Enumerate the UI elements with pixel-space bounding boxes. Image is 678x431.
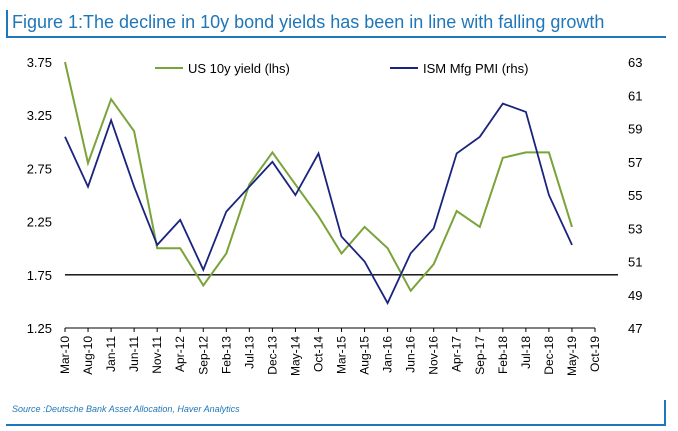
x-tick-label: Apr-17 xyxy=(450,336,464,372)
left-axis: 3.75 3.25 2.75 2.25 1.75 1.25 xyxy=(27,55,52,336)
x-tick-label: Aug-15 xyxy=(358,336,372,375)
x-tick-label: Oct-14 xyxy=(311,336,325,372)
x-tick-label: Jul-13 xyxy=(242,336,256,369)
left-tick-label: 3.75 xyxy=(27,55,52,70)
x-tick-label: Sep-17 xyxy=(473,336,487,375)
left-tick-label: 1.75 xyxy=(27,268,52,283)
x-tick-label: Jul-18 xyxy=(519,336,533,369)
x-tick-label: Nov-16 xyxy=(427,336,441,375)
left-tick-label: 2.75 xyxy=(27,161,52,176)
x-tick-label: Sep-12 xyxy=(196,336,210,375)
x-tick-label: Mar-10 xyxy=(58,336,72,374)
x-tick-label: Jun-11 xyxy=(127,336,141,372)
legend-label-pmi: ISM Mfg PMI (rhs) xyxy=(423,61,528,76)
left-tick-label: 3.25 xyxy=(27,108,52,123)
right-tick-label: 57 xyxy=(628,155,642,170)
legend-label-yield: US 10y yield (lhs) xyxy=(188,61,290,76)
right-tick-label: 51 xyxy=(628,255,642,270)
x-tick-label: Feb-13 xyxy=(219,336,233,374)
x-tick-label: Apr-12 xyxy=(173,336,187,372)
x-axis: Mar-10 Aug-10 Jan-11 Jun-11 Nov-11 Apr-12 Sep-… xyxy=(58,328,602,376)
right-tick-label: 55 xyxy=(628,188,642,203)
right-axis: 63 61 59 57 55 53 51 49 47 xyxy=(628,55,642,336)
x-tick-label: Nov-11 xyxy=(150,336,164,374)
right-tick-label: 63 xyxy=(628,55,642,70)
series-ism-pmi-line xyxy=(64,102,573,306)
x-tick-label: May-14 xyxy=(288,336,302,376)
line-chart: 3.75 3.25 2.75 2.25 1.75 1.25 63 61 59 57 55 53 51 4… xyxy=(27,55,643,376)
left-tick-label: 1.25 xyxy=(27,321,52,336)
source-note: Source :Deutsche Bank Asset Allocation, … xyxy=(12,404,240,414)
right-tick-label: 47 xyxy=(628,321,642,336)
legend: US 10y yield (lhs) ISM Mfg PMI (rhs) xyxy=(155,61,528,76)
x-tick-label: Jun-16 xyxy=(404,336,418,373)
x-tick-label: Mar-15 xyxy=(335,336,349,374)
right-tick-label: 61 xyxy=(628,88,642,103)
x-tick-label: May-19 xyxy=(565,336,579,376)
x-tick-label: Feb-18 xyxy=(496,336,510,374)
x-tick-label: Jan-16 xyxy=(381,336,395,373)
x-tick-label: Oct-19 xyxy=(588,336,602,372)
page-title: Figure 1:The decline in 10y bond yields … xyxy=(12,12,605,32)
title-bar xyxy=(6,10,666,38)
footer-rule xyxy=(6,400,666,426)
x-tick-label: Dec-13 xyxy=(265,336,279,375)
left-tick-label: 2.25 xyxy=(27,215,52,230)
x-tick-label: Dec-18 xyxy=(542,336,556,375)
series-us-10y-yield-line xyxy=(64,61,573,293)
x-tick-label: Aug-10 xyxy=(81,336,95,375)
x-tick-label: Jan-11 xyxy=(104,336,118,372)
right-tick-label: 59 xyxy=(628,122,642,137)
right-tick-label: 53 xyxy=(628,221,642,236)
right-tick-label: 49 xyxy=(628,288,642,303)
